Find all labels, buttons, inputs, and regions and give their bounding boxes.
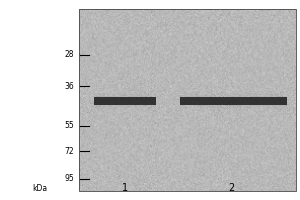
Text: 55: 55 xyxy=(64,121,74,130)
Bar xyxy=(180,101,287,102)
Bar xyxy=(94,98,156,100)
Bar xyxy=(94,108,156,109)
Bar xyxy=(180,96,287,97)
Bar xyxy=(180,108,287,109)
Bar xyxy=(79,9,296,191)
Bar xyxy=(94,102,156,104)
Bar xyxy=(180,97,287,98)
Text: 95: 95 xyxy=(64,174,74,183)
Bar xyxy=(180,94,287,96)
Bar xyxy=(180,100,287,101)
Text: 36: 36 xyxy=(64,82,74,91)
Bar xyxy=(180,106,287,108)
Bar xyxy=(94,106,156,108)
Bar xyxy=(94,104,156,105)
Bar xyxy=(180,98,287,100)
Bar xyxy=(94,101,156,102)
Bar xyxy=(94,96,156,97)
Bar xyxy=(180,102,287,104)
Bar xyxy=(94,94,156,96)
Bar xyxy=(94,97,156,105)
Bar xyxy=(180,97,287,105)
Bar xyxy=(180,104,287,105)
Bar xyxy=(94,100,156,101)
Bar xyxy=(94,93,156,94)
Bar xyxy=(94,97,156,98)
Bar xyxy=(180,105,287,106)
Text: 28: 28 xyxy=(65,50,74,59)
Bar xyxy=(94,105,156,106)
Text: 2: 2 xyxy=(229,183,235,193)
Text: 1: 1 xyxy=(122,183,128,193)
Bar xyxy=(180,93,287,94)
Text: kDa: kDa xyxy=(32,184,48,193)
Text: 72: 72 xyxy=(64,147,74,156)
